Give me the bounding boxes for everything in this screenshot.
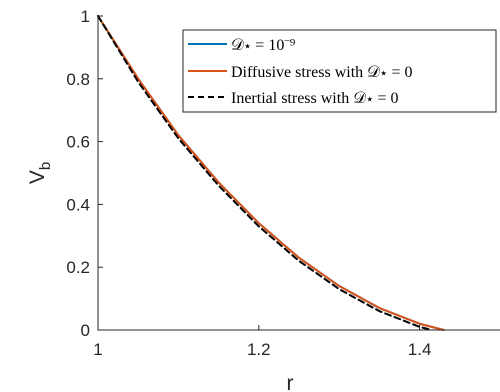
- series-line: [97, 15, 445, 331]
- y-tick-label: 0.6: [66, 133, 90, 152]
- y-tick-label: 1: [81, 7, 90, 26]
- y-tick-label: 0.8: [66, 70, 90, 89]
- x-tick-label: 1.4: [408, 340, 432, 359]
- legend-label: Inertial stress with 𝒟⋆ = 0: [231, 90, 399, 107]
- y-ticks: 0 0.2 0.4 0.6 0.8 1: [66, 7, 103, 340]
- x-axis-label: r: [287, 372, 294, 392]
- y-tick-label: 0.2: [66, 258, 90, 277]
- x-ticks: 1 1.2 1.4: [93, 325, 431, 359]
- x-tick-label: 1: [93, 340, 102, 359]
- y-tick-label: 0: [81, 321, 90, 340]
- y-axis-label: Vb: [26, 162, 54, 184]
- y-axis-label-group: Vb: [26, 162, 54, 184]
- legend-box: [182, 29, 497, 113]
- legend-label: 𝒟⋆ = 10⁻⁹: [231, 37, 296, 54]
- plot-lines: [97, 15, 445, 331]
- series-line: [97, 15, 433, 331]
- y-tick-label: 0.4: [66, 195, 90, 214]
- legend-label: Diffusive stress with 𝒟⋆ = 0: [231, 64, 412, 81]
- legend: 𝒟⋆ = 10⁻⁹ Diffusive stress with 𝒟⋆ = 0 I…: [182, 29, 497, 113]
- y-axis-label-main: V: [26, 170, 49, 184]
- y-axis-label-subscript: b: [37, 162, 54, 170]
- x-tick-label: 1.2: [247, 340, 271, 359]
